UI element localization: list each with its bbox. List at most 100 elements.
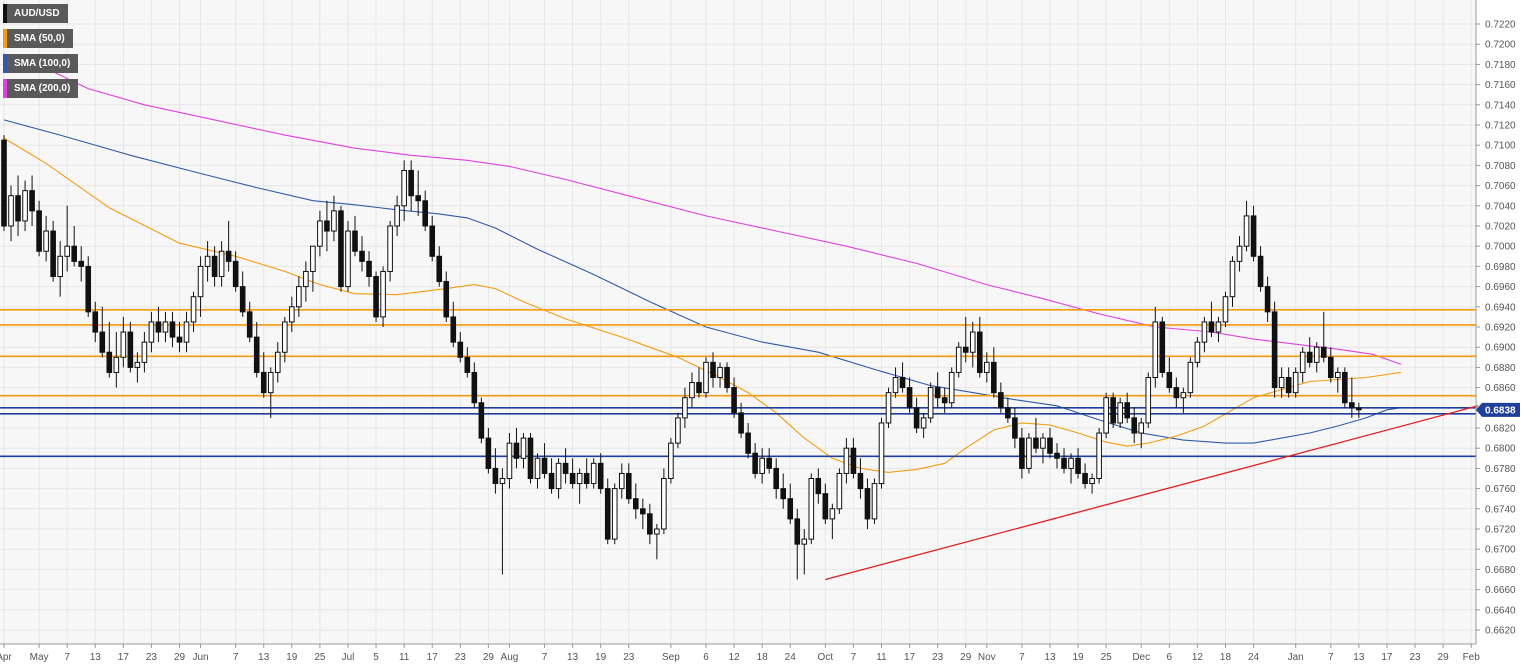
candle (345, 220, 351, 292)
y-tick-label: 0.7220 (1485, 20, 1516, 31)
candle (934, 372, 941, 408)
x-tick-label: Feb (1463, 652, 1481, 663)
candle (296, 276, 302, 317)
candle (1292, 367, 1299, 398)
candle (801, 529, 808, 575)
candle-body-up (148, 321, 155, 343)
candle (1222, 291, 1229, 327)
candle (1061, 448, 1067, 474)
candle-body-up (829, 508, 836, 520)
candle-body-down (1208, 321, 1215, 333)
legend-swatch-price (3, 4, 7, 23)
candle (1166, 357, 1173, 393)
candle-body-down (766, 457, 772, 469)
candle-body-down (787, 498, 794, 520)
candle (534, 453, 541, 489)
candle (1194, 337, 1201, 368)
candle-body-down (99, 331, 106, 353)
candle (282, 316, 288, 363)
candle (611, 483, 618, 545)
legend-item-sma-200[interactable]: SMA (200,0) (3, 79, 79, 98)
candle (1250, 205, 1257, 262)
y-tick-label: 0.6940 (1485, 302, 1516, 313)
x-tick-label: 23 (455, 652, 467, 663)
x-tick-label: 12 (729, 652, 741, 663)
candle-body-up (380, 270, 386, 318)
legend-swatch-sma-100 (3, 54, 7, 73)
candle-body-down (1250, 215, 1257, 257)
candle (225, 220, 232, 272)
candle-body-down (1082, 472, 1088, 485)
candle-body-up (43, 230, 49, 252)
y-tick-label: 0.7180 (1485, 60, 1516, 71)
candle (1327, 347, 1334, 383)
candle-body-down (569, 472, 576, 485)
candle (8, 185, 14, 242)
candle-body-down (822, 493, 829, 520)
candle-body-down (815, 478, 822, 495)
legend-item-price[interactable]: AUD/USD (3, 4, 78, 23)
candle (962, 316, 969, 363)
candle (1215, 316, 1222, 343)
candle-body-down (1061, 457, 1067, 469)
sma-200-line (3, 53, 1402, 365)
candle (759, 448, 765, 484)
candle (1103, 392, 1109, 439)
x-tick-label: 13 (567, 652, 579, 663)
y-tick-label: 0.6900 (1485, 343, 1516, 354)
candle (267, 367, 274, 418)
legend-label-price: AUD/USD (7, 4, 68, 23)
candle-body-up (984, 361, 990, 373)
candle (597, 453, 604, 494)
legend-swatch-sma-200 (3, 79, 7, 98)
candle (260, 352, 267, 398)
y-tick-label: 0.7060 (1485, 181, 1516, 192)
legend: AUD/USD SMA (50,0) SMA (100,0) SMA (200,… (3, 4, 79, 98)
candle (871, 478, 878, 524)
candle-body-down (253, 336, 260, 373)
candle-body-up (534, 457, 541, 479)
candle-body-up (1236, 245, 1243, 262)
candle (253, 321, 260, 378)
candle-body-up (1152, 321, 1159, 379)
candle (633, 483, 639, 519)
candle (274, 342, 281, 383)
candle (976, 316, 983, 378)
candle-body-down (232, 260, 239, 288)
candle (822, 483, 829, 524)
candle-body-down (225, 250, 232, 262)
candle (654, 523, 660, 560)
candle-body-down (373, 276, 379, 318)
candle-body-down (78, 260, 85, 267)
legend-item-sma-50[interactable]: SMA (50,0) (3, 29, 78, 48)
legend-item-sma-100[interactable]: SMA (100,0) (3, 54, 79, 73)
candle (303, 261, 309, 302)
legend-label-sma-50: SMA (50,0) (7, 29, 73, 48)
y-tick-label: 0.7200 (1485, 40, 1516, 51)
candle-body-down (640, 508, 646, 515)
candle-body-down (478, 402, 485, 439)
candle-body-up (948, 371, 955, 404)
x-tick-label: 25 (1101, 652, 1113, 663)
y-tick-label: 0.6820 (1485, 424, 1516, 435)
candle (1075, 448, 1081, 479)
candle-body-up (808, 478, 815, 540)
candle-body-up (689, 382, 695, 399)
x-tick-label: 7 (542, 652, 548, 663)
y-tick-label: 0.6880 (1485, 363, 1516, 374)
candle (162, 311, 169, 343)
candle (576, 468, 583, 504)
y-tick-label: 0.6980 (1485, 262, 1516, 273)
trendline-group (825, 405, 1479, 581)
candle-body-up (1243, 215, 1250, 247)
y-tick-label: 0.7020 (1485, 222, 1516, 233)
candle-body-down (752, 452, 758, 474)
candle (661, 468, 667, 535)
x-tick-label: Jun (192, 652, 208, 663)
y-tick-label: 0.6860 (1485, 383, 1516, 394)
candle (22, 180, 28, 232)
candle-body-up (1335, 371, 1341, 379)
candle-body-up (1229, 260, 1236, 298)
candle (50, 220, 56, 282)
